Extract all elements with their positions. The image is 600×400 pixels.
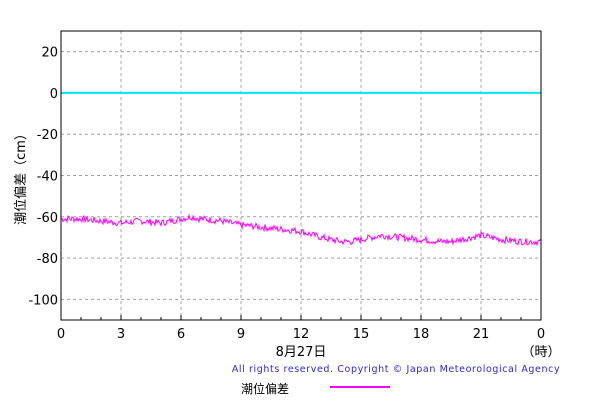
x-tick-marks: [60, 315, 542, 320]
y-tick-label: -80: [37, 252, 58, 267]
y-tick-label: -20: [37, 128, 58, 143]
y-tick-label: -60: [37, 211, 58, 226]
x-tick-label: 6: [177, 327, 185, 342]
x-tick-label: 0: [57, 327, 65, 342]
grid-lines: [61, 31, 541, 320]
y-tick-labels: 20 0 -20 -40 -60 -80 -100: [28, 46, 58, 309]
x-tick-label: 21: [473, 327, 490, 342]
y-tick-label: 20: [41, 46, 58, 61]
x-axis-unit-label: （時）: [521, 345, 560, 360]
x-tick-labels: 0 3 6 9 12 15 18 21 0: [57, 327, 545, 342]
copyright-text: All rights reserved. Copyright © Japan M…: [232, 364, 560, 375]
legend-label: 潮位偏差: [241, 381, 289, 396]
x-tick-label: 9: [237, 327, 245, 342]
x-tick-label: 18: [413, 327, 430, 342]
y-tick-label: -40: [37, 170, 58, 185]
y-axis-label: 潮位偏差（cm）: [14, 127, 29, 225]
x-tick-label: 12: [293, 327, 310, 342]
x-axis-date-label: 8月27日: [276, 345, 327, 360]
x-tick-label: 3: [117, 327, 125, 342]
y-tick-label: -100: [28, 293, 58, 308]
legend: 潮位偏差: [241, 381, 390, 396]
y-tick-label: 0: [50, 87, 58, 102]
x-tick-label: 0: [537, 327, 545, 342]
x-tick-label: 15: [353, 327, 370, 342]
series-lines: [60, 213, 542, 247]
series-line: [60, 213, 542, 247]
